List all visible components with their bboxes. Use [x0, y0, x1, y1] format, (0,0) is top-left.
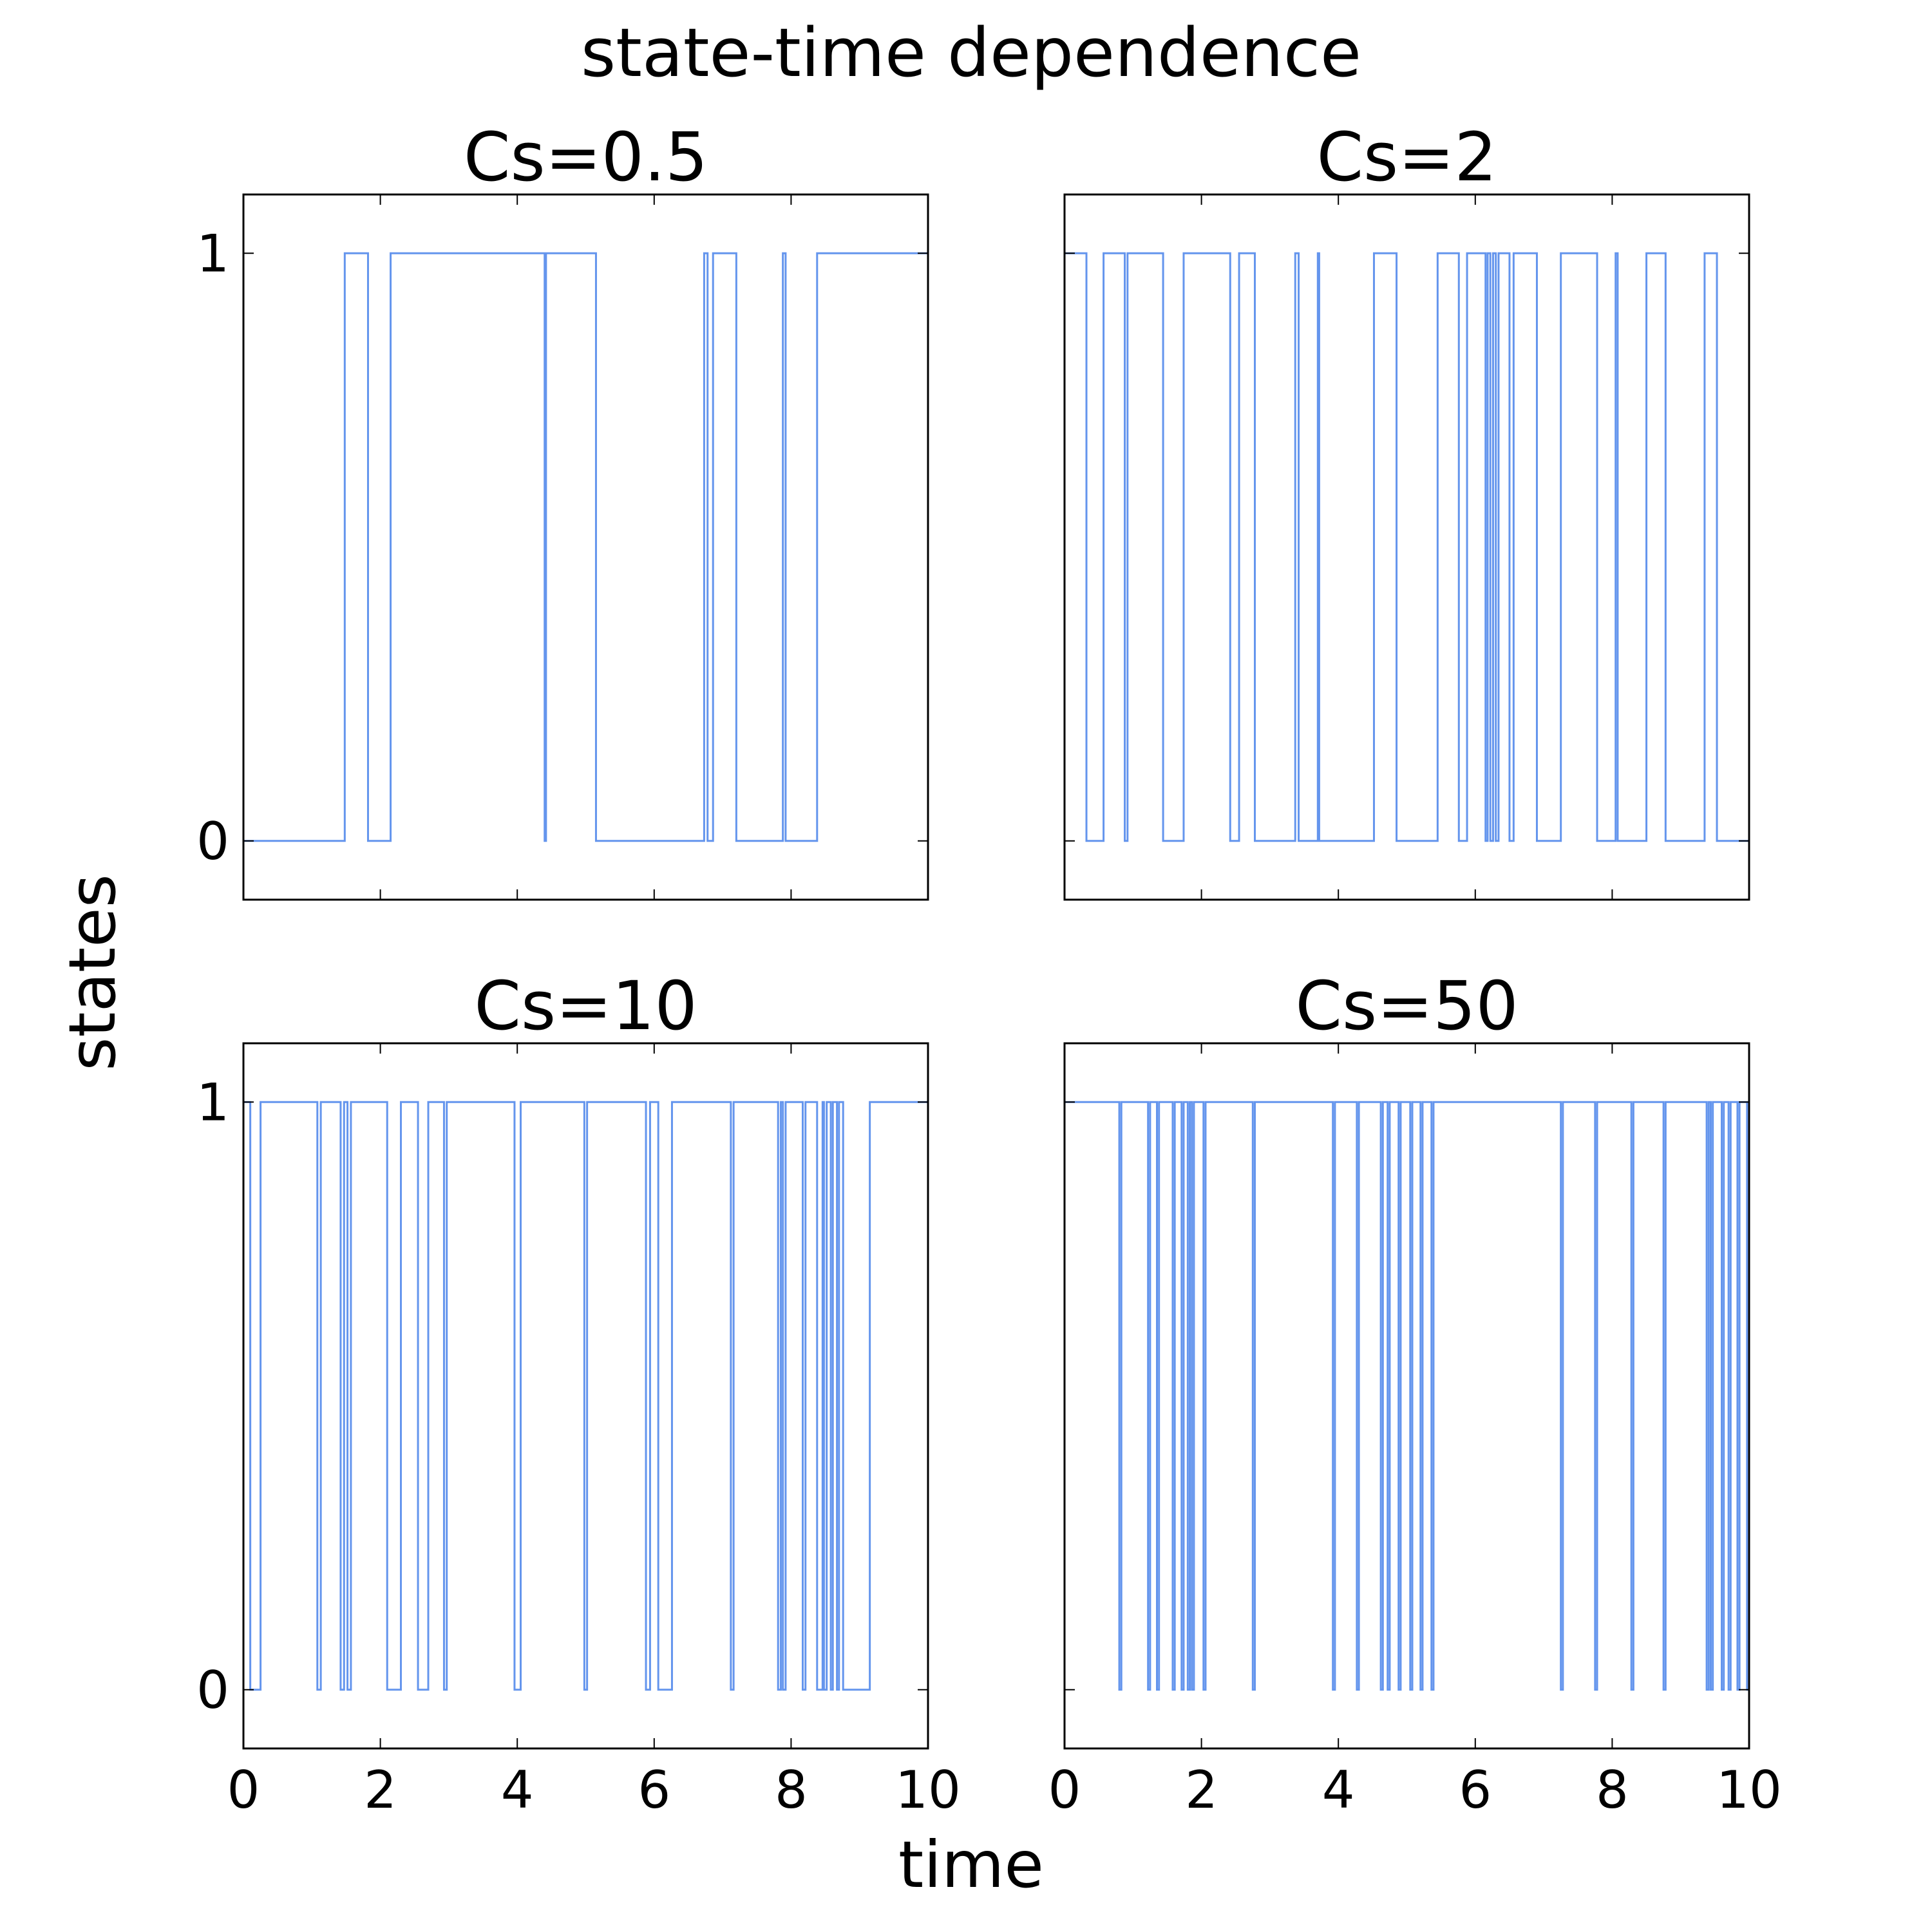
axes-frame [1063, 193, 1750, 901]
x-tick-label: 8 [1596, 1760, 1629, 1820]
y-tick-label: 1 [196, 223, 229, 283]
x-tick-label: 6 [1459, 1760, 1492, 1820]
x-axis-label: time [898, 1827, 1044, 1902]
axes-frame [1063, 1042, 1750, 1750]
y-axis-label: states [55, 874, 130, 1070]
state-trace-line [1065, 1101, 1750, 1691]
x-tick-label: 4 [501, 1760, 534, 1820]
subplot-title: Cs=50 [1295, 967, 1518, 1045]
subplot-grid: Cs=0.5 0 1 Cs=2 Cs=10 0 2 4 6 8 10 0 1 Cs=50 0 2 4 6 8 10 [196, 118, 1782, 1820]
x-tick-label: 10 [1716, 1760, 1782, 1820]
axes-frame [242, 1042, 929, 1750]
subplot-title: Cs=0.5 [464, 118, 708, 196]
x-tick-label: 8 [775, 1760, 808, 1820]
y-tick-label: 0 [196, 1660, 229, 1720]
x-tick-label: 6 [638, 1760, 670, 1820]
x-tick-label: 2 [1185, 1760, 1218, 1820]
subplot-title: Cs=2 [1316, 118, 1497, 196]
x-tick-label: 0 [227, 1760, 260, 1820]
x-tick-label: 2 [364, 1760, 397, 1820]
state-trace-line [1065, 252, 1749, 842]
state-trace-line [243, 252, 928, 842]
y-tick-label: 0 [196, 811, 229, 871]
subplot-title: Cs=10 [474, 967, 697, 1045]
subplot-4: Cs=50 0 2 4 6 8 10 [1048, 967, 1782, 1820]
x-tick-label: 10 [895, 1760, 961, 1820]
subplot-3: Cs=10 0 2 4 6 8 10 0 1 [196, 967, 961, 1820]
subplot-1: Cs=0.5 0 1 [196, 118, 929, 901]
chart-title: state-time dependence [581, 14, 1361, 92]
x-tick-label: 0 [1048, 1760, 1081, 1820]
x-tick-label: 4 [1322, 1760, 1355, 1820]
subplot-2: Cs=2 [1063, 118, 1750, 901]
axes-frame [242, 193, 929, 901]
y-tick-label: 1 [196, 1072, 229, 1132]
state-trace-line [243, 1101, 928, 1691]
